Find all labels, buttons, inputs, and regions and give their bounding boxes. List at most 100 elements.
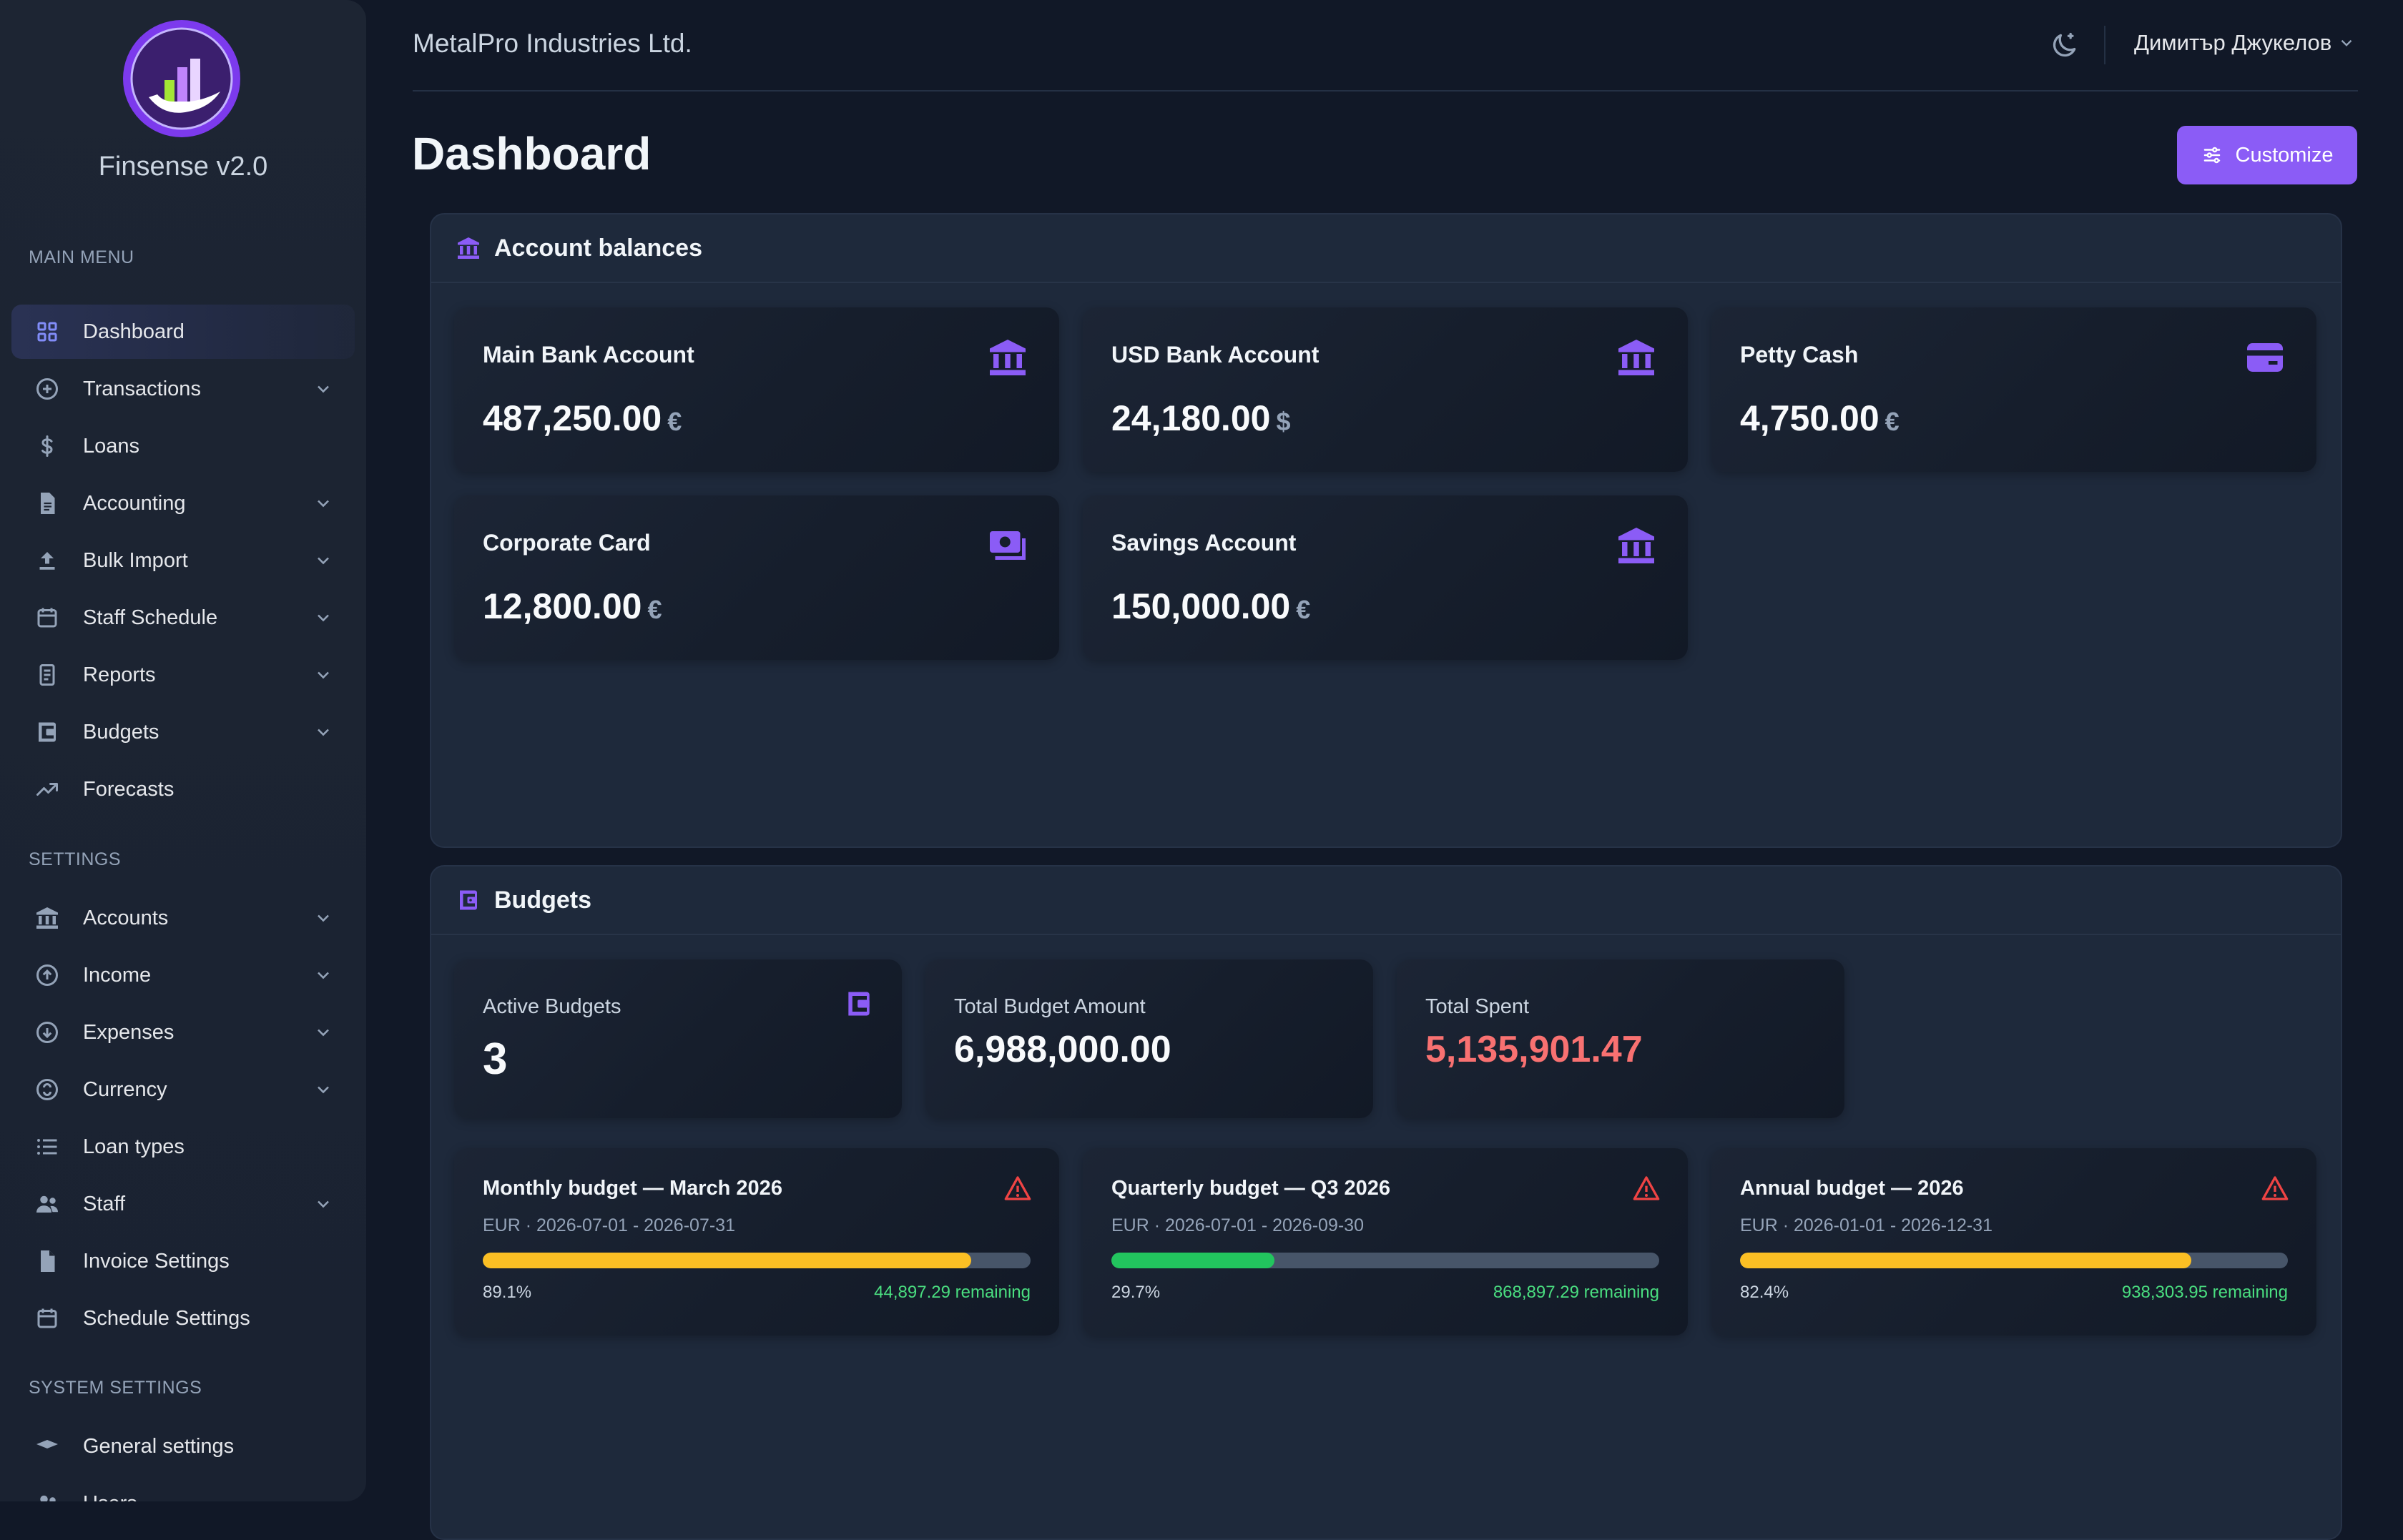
- balance-amount: 4,750.00: [1740, 398, 1879, 438]
- panel-title: Account balances: [494, 234, 702, 262]
- arrow-down-circle-icon: [34, 1020, 60, 1045]
- budget-remaining: 868,897.29 remaining: [1493, 1283, 1659, 1302]
- list-icon: [34, 1134, 60, 1160]
- header-divider-line: [413, 90, 2358, 92]
- chevron-down-icon: [318, 1029, 329, 1037]
- bank-icon: [34, 905, 60, 931]
- account-card[interactable]: Savings Account 150,000.00 €: [1083, 495, 1688, 660]
- users-icon: [34, 1491, 60, 1501]
- budget-stat-card: Total Spent 5,135,901.47: [1397, 959, 1844, 1118]
- sidebar: Finsense v2.0 MAIN MENU Dashboard Transact…: [0, 0, 366, 1501]
- stat-value: 3: [483, 1035, 508, 1084]
- grid-icon: [34, 319, 60, 345]
- account-balances-header: Account balances: [431, 214, 2341, 283]
- account-balance: 4,750.00 €: [1740, 398, 1900, 439]
- chevron-down-icon: [318, 557, 329, 565]
- sidebar-item-label: Schedule Settings: [83, 1306, 250, 1330]
- dark-mode-toggle[interactable]: [2048, 30, 2080, 61]
- customize-label: Customize: [2235, 143, 2334, 167]
- currency-symbol: €: [1296, 595, 1311, 624]
- chevron-down-icon: [318, 972, 329, 979]
- sidebar-item-invoice-settings[interactable]: Invoice Settings: [11, 1234, 355, 1288]
- upload-icon: [34, 548, 60, 573]
- budget-stat-card: Active Budgets 3: [454, 959, 902, 1118]
- sidebar-item-income[interactable]: Income: [11, 948, 355, 1002]
- account-card[interactable]: Main Bank Account 487,250.00 €: [454, 307, 1059, 472]
- invoice-icon: [34, 1248, 60, 1274]
- sidebar-item-label: Dashboard: [83, 320, 185, 343]
- credit-card-icon: [2247, 343, 2283, 372]
- wallet-icon: [34, 719, 60, 745]
- sidebar-item-accounting[interactable]: Accounting: [11, 476, 355, 530]
- sidebar-item-expenses[interactable]: Expenses: [11, 1005, 355, 1060]
- account-balance: 24,180.00 $: [1111, 398, 1290, 439]
- bank-icon: [458, 237, 479, 259]
- sidebar-item-transactions[interactable]: Transactions: [11, 362, 355, 416]
- stat-label: Total Budget Amount: [954, 995, 1146, 1018]
- header-divider: [2104, 26, 2105, 64]
- chevron-down-icon: [2341, 39, 2352, 46]
- account-balance: 150,000.00 €: [1111, 586, 1310, 627]
- sidebar-item-currency[interactable]: Currency: [11, 1062, 355, 1117]
- stat-value: 5,135,901.47: [1425, 1029, 1643, 1070]
- budget-card[interactable]: Quarterly budget — Q3 2026 EUR · 2026-07-…: [1083, 1148, 1688, 1336]
- report-icon: [34, 662, 60, 688]
- sidebar-item-accounts[interactable]: Accounts: [11, 891, 355, 945]
- sidebar-item-bulk-import[interactable]: Bulk Import: [11, 533, 355, 588]
- budget-name: Monthly budget — March 2026: [483, 1177, 782, 1200]
- cap-icon: [34, 1433, 60, 1459]
- calendar-icon: [34, 605, 60, 631]
- user-menu[interactable]: Димитър Джукелов: [2134, 30, 2356, 56]
- account-balances-panel: Account balances Main Bank Account 487,25…: [430, 213, 2342, 848]
- user-name: Димитър Джукелов: [2134, 30, 2332, 55]
- warning-icon: [1004, 1176, 1031, 1200]
- sidebar-item-label: Transactions: [83, 377, 201, 400]
- budget-card[interactable]: Monthly budget — March 2026 EUR · 2026-07…: [454, 1148, 1059, 1336]
- sidebar-item-label: Reports: [83, 663, 156, 686]
- sidebar-item-schedule-settings[interactable]: Schedule Settings: [11, 1291, 355, 1346]
- app-logo[interactable]: [120, 17, 243, 140]
- sidebar-item-loan-types[interactable]: Loan types: [11, 1120, 355, 1174]
- budget-card[interactable]: Annual budget — 2026 EUR · 2026-01-01 - 2…: [1711, 1148, 2316, 1336]
- bank-icon: [1618, 528, 1654, 563]
- account-card[interactable]: Corporate Card 12,800.00 €: [454, 495, 1059, 660]
- balance-amount: 12,800.00: [483, 586, 642, 626]
- calendar-icon: [34, 1305, 60, 1331]
- budget-name: Quarterly budget — Q3 2026: [1111, 1177, 1391, 1200]
- sidebar-item-loans[interactable]: Loans: [11, 419, 355, 473]
- customize-button[interactable]: Customize: [2177, 126, 2357, 184]
- panel-title: Budgets: [494, 886, 591, 914]
- currency-symbol: €: [1884, 407, 1900, 436]
- sidebar-item-forecasts[interactable]: Forecasts: [11, 762, 355, 816]
- budget-period: EUR · 2026-01-01 - 2026-12-31: [1740, 1215, 1992, 1235]
- budgets-header: Budgets: [431, 867, 2341, 935]
- account-name: Main Bank Account: [483, 342, 694, 367]
- budget-period: EUR · 2026-07-01 - 2026-07-31: [483, 1215, 735, 1235]
- budget-progress-track: [1111, 1253, 1659, 1268]
- sidebar-item-staff-schedule[interactable]: Staff Schedule: [11, 591, 355, 645]
- currency-symbol: €: [647, 595, 662, 624]
- chevron-down-icon: [318, 914, 329, 922]
- sidebar-item-reports[interactable]: Reports: [11, 648, 355, 702]
- bank-icon: [990, 340, 1026, 375]
- budget-period: EUR · 2026-07-01 - 2026-09-30: [1111, 1215, 1364, 1235]
- sidebar-item-users[interactable]: Users: [11, 1476, 355, 1501]
- stat-value: 6,988,000.00: [954, 1029, 1171, 1070]
- sidebar-item-budgets[interactable]: Budgets: [11, 705, 355, 759]
- account-balance: 12,800.00 €: [483, 586, 662, 627]
- budget-stat-card: Total Budget Amount 6,988,000.00: [925, 959, 1373, 1118]
- dollar-icon: [34, 433, 60, 459]
- budget-progress-track: [1740, 1253, 2288, 1268]
- sidebar-item-general-settings[interactable]: General settings: [11, 1419, 355, 1474]
- bank-icon: [1618, 340, 1654, 375]
- account-card[interactable]: Petty Cash 4,750.00 €: [1711, 307, 2316, 472]
- app-brand: Finsense v2.0: [98, 152, 268, 182]
- sidebar-item-dashboard[interactable]: Dashboard: [11, 305, 355, 359]
- sidebar-section-label: MAIN MENU: [29, 247, 134, 267]
- sidebar-item-staff[interactable]: Staff: [11, 1177, 355, 1231]
- account-card[interactable]: USD Bank Account 24,180.00 $: [1083, 307, 1688, 472]
- sidebar-item-label: General settings: [83, 1434, 235, 1458]
- chevron-down-icon: [318, 1200, 329, 1208]
- warning-icon: [2261, 1176, 2289, 1200]
- account-name: Corporate Card: [483, 530, 651, 556]
